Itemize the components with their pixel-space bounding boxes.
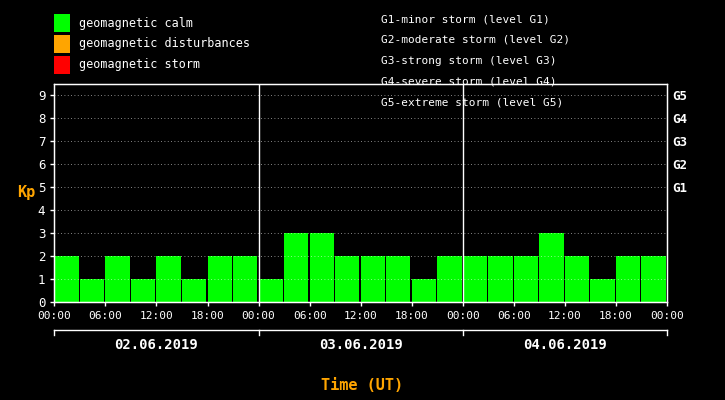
Bar [105, 256, 130, 302]
Bar [310, 233, 334, 302]
Text: G5-extreme storm (level G5): G5-extreme storm (level G5) [381, 97, 563, 107]
Bar [207, 256, 232, 302]
Bar [284, 233, 308, 302]
Bar [514, 256, 538, 302]
Text: geomagnetic calm: geomagnetic calm [79, 16, 193, 30]
Bar [54, 256, 78, 302]
Bar [182, 279, 206, 302]
Text: 03.06.2019: 03.06.2019 [319, 338, 402, 352]
Text: geomagnetic disturbances: geomagnetic disturbances [79, 37, 250, 50]
Bar [386, 256, 410, 302]
Bar [539, 233, 563, 302]
Bar [233, 256, 257, 302]
Text: Time (UT): Time (UT) [321, 378, 404, 393]
Text: 04.06.2019: 04.06.2019 [523, 338, 607, 352]
Bar [157, 256, 181, 302]
Bar [489, 256, 513, 302]
Text: G4-severe storm (level G4): G4-severe storm (level G4) [381, 76, 556, 86]
Text: geomagnetic storm: geomagnetic storm [79, 58, 200, 71]
Bar [437, 256, 462, 302]
Text: G2-moderate storm (level G2): G2-moderate storm (level G2) [381, 35, 570, 45]
Text: G3-strong storm (level G3): G3-strong storm (level G3) [381, 56, 556, 66]
Bar [642, 256, 666, 302]
Bar [80, 279, 104, 302]
Text: G1-minor storm (level G1): G1-minor storm (level G1) [381, 14, 550, 24]
Bar [335, 256, 360, 302]
Bar [463, 256, 487, 302]
Bar [412, 279, 436, 302]
Text: 02.06.2019: 02.06.2019 [115, 338, 199, 352]
Bar [616, 256, 640, 302]
Bar [259, 279, 283, 302]
Bar [565, 256, 589, 302]
Bar [590, 279, 615, 302]
Y-axis label: Kp: Kp [17, 186, 36, 200]
Bar [131, 279, 155, 302]
Bar [360, 256, 385, 302]
